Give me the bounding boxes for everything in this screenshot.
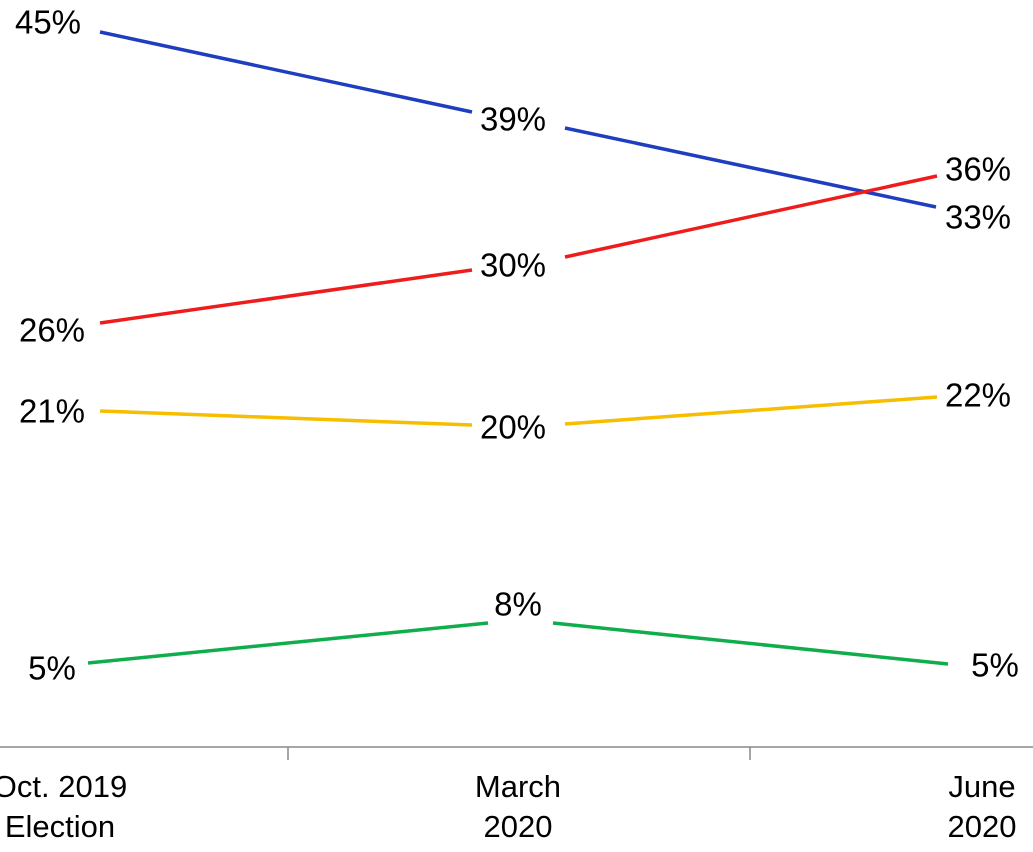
data-label: 26% xyxy=(19,312,85,349)
series-2-segment-2 xyxy=(564,174,938,259)
series-2 xyxy=(99,174,938,325)
data-label: 5% xyxy=(971,647,1019,684)
x-tick-label: June 2020 xyxy=(948,769,1017,844)
series-1-segment-2 xyxy=(564,126,937,209)
x-tick-label: March 2020 xyxy=(475,769,561,844)
series-4-segment-2 xyxy=(552,621,949,666)
data-label: 22% xyxy=(945,377,1011,414)
data-label: 45% xyxy=(15,4,81,41)
data-label: 5% xyxy=(28,650,76,687)
data-label: 20% xyxy=(480,409,546,446)
data-label: 21% xyxy=(19,393,85,430)
data-label: 8% xyxy=(494,586,542,623)
series-3 xyxy=(99,395,938,427)
series-4 xyxy=(87,621,949,666)
series-3-segment-2 xyxy=(564,395,938,426)
x-axis: Oct. 2019 Election March 2020 June 2020 xyxy=(0,746,1033,844)
x-tick-label: Oct. 2019 Election xyxy=(0,769,127,844)
data-label: 39% xyxy=(480,101,546,138)
series-layer xyxy=(87,30,949,666)
series-1 xyxy=(99,30,937,209)
series-3-segment-1 xyxy=(99,409,473,427)
data-label-layer: 45% 39% 33% 26% 30% 36% 21% 20% 22% 5% 8% 5% xyxy=(15,4,1019,687)
data-label: 30% xyxy=(480,247,546,284)
series-4-segment-1 xyxy=(87,621,489,665)
series-1-segment-1 xyxy=(99,30,473,114)
data-label: 36% xyxy=(945,151,1011,188)
series-2-segment-1 xyxy=(99,268,473,325)
data-label: 33% xyxy=(945,199,1011,236)
